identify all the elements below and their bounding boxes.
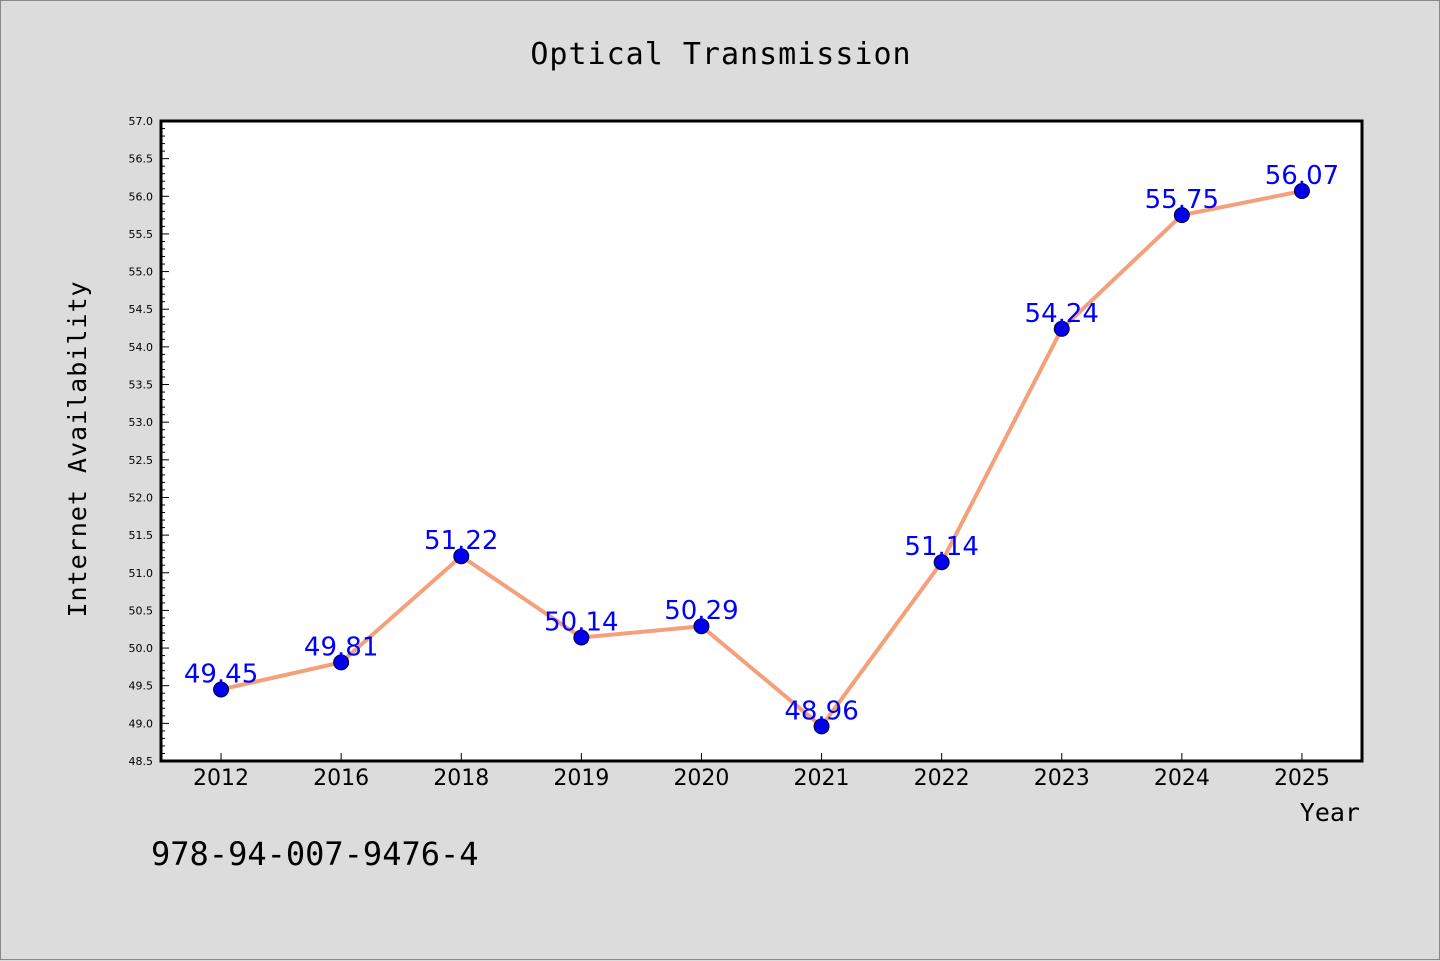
data-point — [1173, 207, 1190, 224]
series-line — [220, 189, 1303, 729]
y-tick-label: 55.5 — [129, 228, 154, 241]
data-labels-layer: 49.45 49.81 51.22 50.14 50.29 48.96 51.14 54.24… — [184, 161, 1339, 726]
y-tick-label: 56.0 — [129, 190, 154, 203]
data-label: 49.81 — [304, 632, 378, 662]
x-axis-ticks: 2012 2016 2018 2019 2020 2021 2022 2023 2024 2025 — [193, 753, 1330, 791]
y-tick-label: 57.0 — [129, 115, 154, 128]
data-point — [333, 654, 350, 671]
data-label: 51.14 — [904, 532, 978, 562]
series-layer — [213, 183, 1310, 735]
x-tick-label: 2016 — [313, 766, 369, 791]
data-point — [573, 629, 590, 646]
x-tick-label: 2025 — [1274, 766, 1330, 791]
data-label: 49.45 — [184, 659, 258, 689]
plot-area — [159, 119, 1364, 763]
y-tick-label: 53.5 — [129, 379, 154, 392]
y-tick-label: 48.5 — [129, 755, 154, 768]
y-tick-label: 51.5 — [129, 529, 154, 542]
y-tick-label: 56.5 — [129, 153, 154, 166]
x-axis-label: Year — [1300, 798, 1360, 827]
x-tick-label: 2021 — [794, 766, 850, 791]
data-label: 55.75 — [1145, 185, 1219, 215]
x-tick-label: 2020 — [673, 766, 729, 791]
data-point — [933, 554, 950, 571]
y-tick-label: 50.5 — [129, 604, 154, 617]
y-axis-ticks: 48.5 49.0 49.5 50.0 50.5 51.0 51.5 52.0 52.5 53.0… — [129, 115, 169, 768]
data-label: 50.29 — [664, 596, 738, 626]
y-tick-label: 50.0 — [129, 642, 154, 655]
data-point — [813, 718, 830, 735]
data-label: 56.07 — [1265, 161, 1339, 191]
data-label: 48.96 — [784, 696, 858, 726]
data-point — [213, 681, 230, 698]
data-point — [693, 618, 710, 635]
data-point — [1053, 320, 1070, 337]
x-tick-label: 2018 — [433, 766, 489, 791]
y-tick-label: 49.0 — [129, 717, 154, 730]
y-tick-label: 49.5 — [129, 680, 154, 693]
isbn-annotation: 978-94-007-9476-4 — [151, 835, 479, 873]
y-tick-label: 52.0 — [129, 491, 154, 504]
y-tick-label: 53.0 — [129, 416, 154, 429]
y-axis-label: Internet Availability — [63, 280, 92, 617]
y-tick-label: 54.5 — [129, 303, 154, 316]
data-label: 54.24 — [1025, 299, 1099, 329]
data-point — [453, 548, 470, 565]
chart-title: Optical Transmission — [530, 37, 911, 72]
x-tick-label: 2024 — [1154, 766, 1210, 791]
y-tick-label: 52.5 — [129, 454, 154, 467]
data-label: 50.14 — [544, 608, 618, 638]
data-point — [1293, 183, 1310, 200]
y-tick-label: 51.0 — [129, 567, 154, 580]
y-tick-label: 55.0 — [129, 266, 154, 279]
data-label: 51.22 — [424, 526, 498, 556]
x-tick-label: 2019 — [553, 766, 609, 791]
y-tick-label: 54.0 — [129, 341, 154, 354]
x-tick-label: 2022 — [914, 766, 970, 791]
x-tick-label: 2012 — [193, 766, 249, 791]
x-tick-label: 2023 — [1034, 766, 1090, 791]
